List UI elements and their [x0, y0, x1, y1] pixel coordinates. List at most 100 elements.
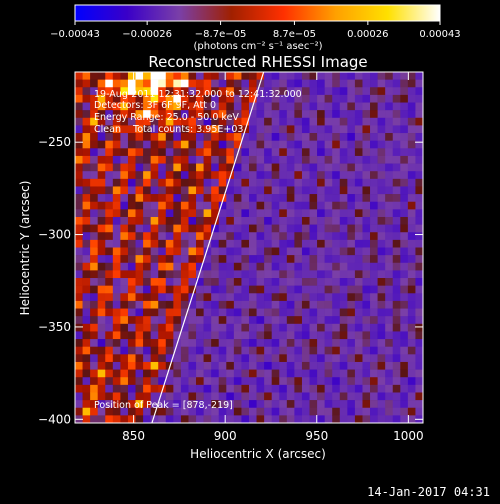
heatmap-cell	[317, 163, 325, 172]
heatmap-cell	[286, 400, 295, 409]
heatmap-cell	[354, 285, 363, 294]
heatmap-cell	[385, 285, 394, 294]
heatmap-cell	[370, 239, 378, 248]
heatmap-cell	[332, 285, 341, 294]
heatmap-cell	[347, 407, 356, 416]
heatmap-cell	[385, 384, 394, 393]
heatmap-cell	[75, 255, 83, 264]
heatmap-cell	[158, 194, 167, 203]
heatmap-cell	[332, 194, 341, 203]
heatmap-cell	[407, 102, 416, 111]
heatmap-cell	[294, 110, 303, 119]
heatmap-cell	[97, 300, 106, 309]
heatmap-cell	[105, 278, 114, 286]
heatmap-cell	[203, 163, 212, 172]
heatmap-cell	[392, 384, 401, 393]
heatmap-cell	[256, 400, 265, 409]
heatmap-cell	[332, 155, 341, 164]
heatmap-cell	[203, 255, 212, 264]
heatmap-cell	[294, 94, 303, 103]
heatmap-cell	[135, 285, 144, 294]
heatmap-cell	[286, 247, 295, 256]
heatmap-cell	[165, 163, 174, 172]
heatmap-cell	[82, 194, 91, 203]
heatmap-cell	[218, 186, 227, 195]
heatmap-cell	[226, 125, 235, 134]
heatmap-cell	[188, 140, 197, 149]
heatmap-cell	[264, 186, 272, 195]
heatmap-cell	[188, 239, 197, 248]
heatmap-cell	[82, 270, 91, 279]
heatmap-cell	[173, 72, 182, 80]
heatmap-cell	[249, 285, 257, 294]
heatmap-cell	[332, 293, 341, 302]
heatmap-cell	[158, 87, 167, 96]
heatmap-cell	[264, 94, 272, 103]
heatmap-cell	[120, 369, 129, 378]
heatmap-cell	[377, 239, 386, 248]
heatmap-cell	[90, 125, 98, 134]
heatmap-cell	[407, 110, 416, 119]
heatmap-cell	[309, 407, 318, 416]
heatmap-cell	[370, 323, 378, 332]
heatmap-cell	[407, 232, 416, 241]
heatmap-cell	[256, 407, 265, 416]
heatmap-cell	[135, 255, 144, 264]
heatmap-cell	[97, 72, 106, 80]
heatmap-cell	[286, 407, 295, 416]
heatmap-cell	[180, 125, 189, 134]
heatmap-cell	[294, 125, 303, 134]
heatmap-cell	[150, 102, 159, 111]
heatmap-cell	[75, 392, 83, 401]
heatmap-cell	[188, 163, 197, 172]
heatmap-cell	[218, 87, 227, 96]
heatmap-cell	[233, 232, 242, 241]
heatmap-cell	[180, 133, 189, 141]
heatmap-cell	[354, 163, 363, 172]
heatmap-cell	[211, 171, 220, 180]
heatmap-cell	[218, 232, 227, 241]
heatmap-cell	[150, 369, 159, 378]
heatmap-cell	[203, 117, 212, 126]
heatmap-cell	[256, 186, 265, 195]
heatmap-cell	[301, 262, 310, 271]
heatmap-cell	[400, 87, 409, 96]
heatmap-cell	[173, 377, 182, 386]
heatmap-cell	[226, 140, 235, 149]
heatmap-cell	[241, 308, 250, 317]
heatmap-cell	[218, 377, 227, 386]
heatmap-cell	[415, 384, 423, 393]
heatmap-cell	[309, 178, 318, 187]
heatmap-cell	[271, 171, 280, 180]
heatmap-cell	[377, 117, 386, 126]
heatmap-cell	[385, 361, 394, 370]
heatmap-cell	[317, 186, 325, 195]
heatmap-cell	[347, 133, 356, 141]
heatmap-cell	[286, 293, 295, 302]
heatmap-cell	[112, 323, 121, 332]
heatmap-cell	[294, 293, 303, 302]
heatmap-cell	[286, 308, 295, 317]
heatmap-cell	[354, 201, 363, 210]
heatmap-cell	[301, 155, 310, 164]
heatmap-cell	[143, 407, 151, 416]
heatmap-cell	[135, 102, 144, 111]
heatmap-cell	[105, 270, 114, 279]
heatmap-cell	[97, 262, 106, 271]
heatmap-cell	[385, 79, 394, 88]
heatmap-cell	[347, 87, 356, 96]
heatmap-cell	[218, 285, 227, 294]
heatmap-cell	[309, 239, 318, 248]
heatmap-cell	[301, 239, 310, 248]
heatmap-cell	[203, 331, 212, 340]
heatmap-cell	[158, 239, 167, 248]
heatmap-cell	[75, 361, 83, 370]
heatmap-cell	[82, 293, 91, 302]
heatmap-cell	[339, 148, 348, 157]
solar-limb-line	[151, 72, 265, 423]
heatmap-cell	[75, 171, 83, 180]
heatmap-cell	[400, 384, 409, 393]
heatmap-cell	[392, 278, 401, 286]
heatmap-cell	[97, 316, 106, 325]
heatmap-cell	[407, 308, 416, 317]
